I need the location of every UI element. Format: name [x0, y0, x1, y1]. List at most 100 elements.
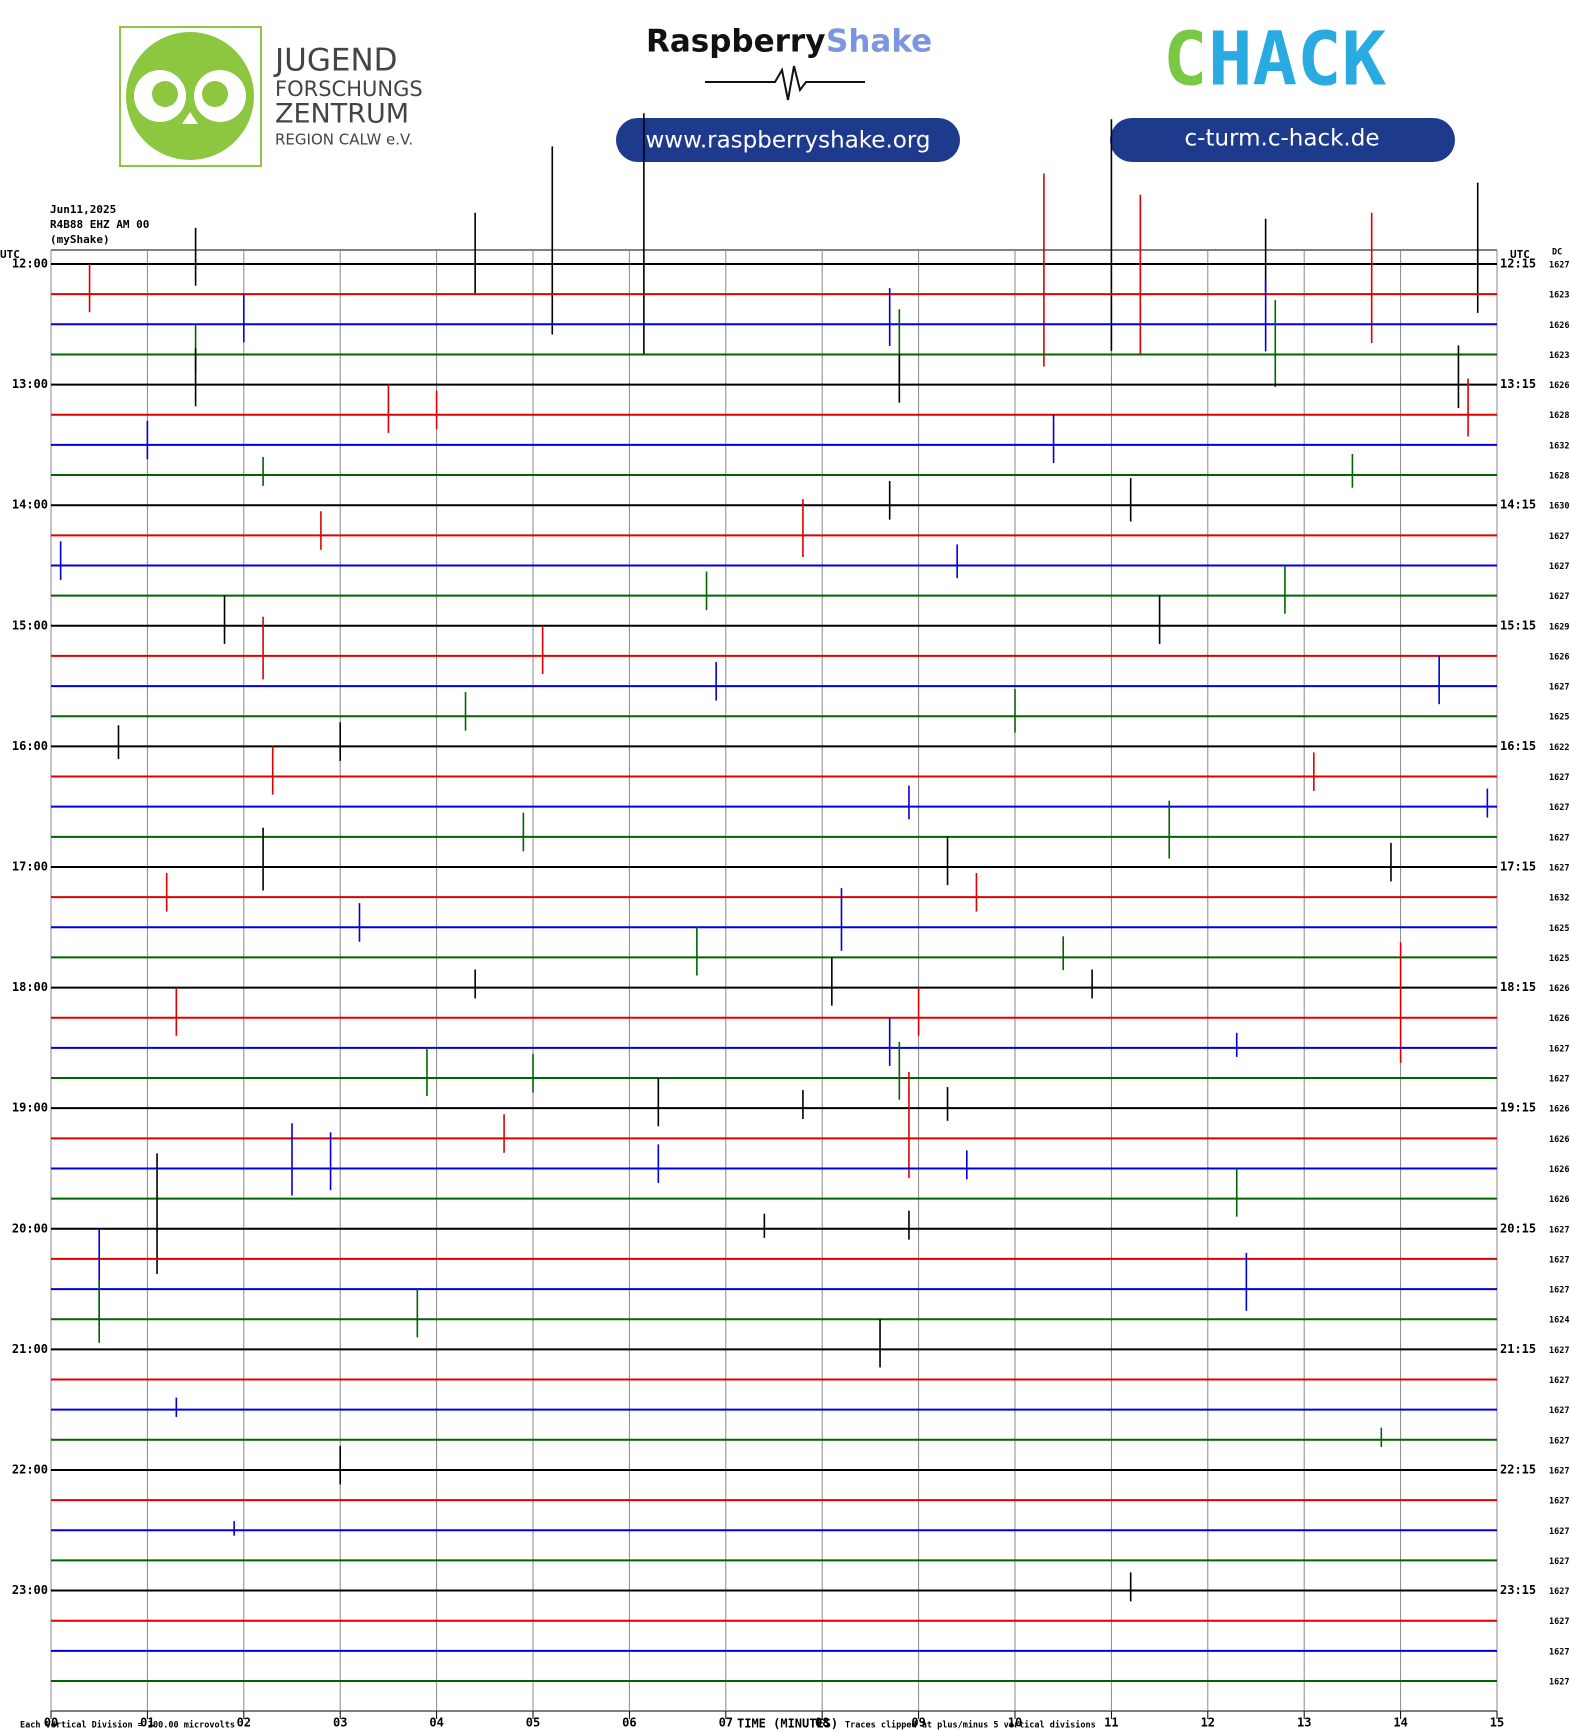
dc-title: DC [1552, 248, 1562, 258]
org-text: FORSCHUNGS [275, 77, 423, 101]
x-tick-label: 15 [1490, 1716, 1504, 1730]
dc-value: 16229 [1549, 743, 1570, 753]
dc-value: 16275 [1549, 1617, 1570, 1627]
dc-value: 16276 [1549, 1527, 1570, 1537]
time-label: 21:15 [1500, 1342, 1536, 1356]
x-tick-label: 13 [1297, 1716, 1311, 1730]
time-label: 18:00 [12, 980, 48, 994]
x-tick-label: 06 [622, 1716, 636, 1730]
owl-logo [119, 26, 262, 167]
dc-value: 16257 [1549, 924, 1570, 934]
url-text[interactable]: www.raspberryshake.org [646, 128, 931, 154]
dc-value: 16275 [1549, 532, 1570, 542]
dc-value: 16283 [1549, 411, 1570, 421]
dc-value: 16270 [1549, 1044, 1570, 1054]
x-tick-label: 10 [1008, 1716, 1022, 1730]
clip-note: Traces clipped at plus/minus 5 vertical … [845, 1720, 1096, 1731]
dc-value: 16269 [1549, 1195, 1570, 1205]
scale-note: Each Vertical Division = 200.00 microvol… [20, 1720, 235, 1731]
x-tick-label: 05 [526, 1716, 540, 1730]
chack-logo: C [1163, 17, 1208, 103]
x-tick-label: 07 [719, 1716, 733, 1730]
time-label: 14:15 [1500, 498, 1536, 512]
dc-value: 16268 [1549, 652, 1570, 662]
time-label: 19:00 [12, 1101, 48, 1115]
dc-value: 16269 [1549, 1105, 1570, 1115]
time-label: 17:00 [12, 859, 48, 873]
utc-label: UTC [1510, 248, 1530, 261]
time-label: 23:15 [1500, 1583, 1536, 1597]
dc-value: 16252 [1549, 954, 1570, 964]
dc-value: 16277 [1549, 1647, 1570, 1657]
dc-value: 16273 [1549, 833, 1570, 843]
x-tick-label: 09 [911, 1716, 925, 1730]
time-label: 22:00 [12, 1462, 48, 1476]
time-label: 20:15 [1500, 1221, 1536, 1235]
dc-value: 16276 [1549, 773, 1570, 783]
dc-value: 16274 [1549, 1497, 1570, 1507]
x-tick-label: 04 [429, 1716, 443, 1730]
dc-value: 16268 [1549, 1165, 1570, 1175]
dc-value: 16274 [1549, 1557, 1570, 1567]
time-label: 14:00 [12, 498, 48, 512]
org-text: REGION CALW e.V. [275, 131, 413, 149]
brand-text: Shake [826, 24, 932, 60]
dc-value: 16270 [1549, 1466, 1570, 1476]
x-tick-label: 02 [237, 1716, 251, 1730]
time-label: 15:15 [1500, 618, 1536, 632]
dc-value: 16260 [1549, 984, 1570, 994]
dc-value: 16300 [1549, 502, 1570, 512]
time-label: 17:15 [1500, 859, 1536, 873]
station: R4B88 EHZ AM 00 [50, 218, 149, 231]
dc-value: 16234 [1549, 351, 1570, 361]
url-text[interactable]: c-turm.c-hack.de [1185, 126, 1380, 152]
time-label: 16:15 [1500, 739, 1536, 753]
time-label: 23:00 [12, 1583, 48, 1597]
x-tick-label: 00 [44, 1716, 58, 1730]
time-label: 15:00 [12, 618, 48, 632]
dc-value: 16269 [1549, 1135, 1570, 1145]
x-tick-label: 08 [815, 1716, 829, 1730]
time-label: 20:00 [12, 1221, 48, 1235]
url-pill [616, 118, 960, 162]
x-tick-label: 03 [333, 1716, 347, 1730]
source: (myShake) [50, 233, 110, 246]
time-label: 12:15 [1500, 257, 1536, 271]
dc-value: 16273 [1549, 1436, 1570, 1446]
time-label: 19:15 [1500, 1101, 1536, 1115]
dc-value: 16267 [1549, 1014, 1570, 1024]
dc-value: 16274 [1549, 592, 1570, 602]
url-pill [1110, 118, 1455, 162]
date: Jun11,2025 [50, 203, 116, 216]
time-label: 22:15 [1500, 1462, 1536, 1476]
dc-value: 16273 [1549, 1587, 1570, 1597]
time-label: 16:00 [12, 739, 48, 753]
brand-text: Raspberry [646, 24, 825, 60]
dc-value: 16267 [1549, 321, 1570, 331]
dc-value: 16278 [1549, 683, 1570, 693]
x-tick-label: 14 [1393, 1716, 1407, 1730]
time-label: 13:00 [12, 377, 48, 391]
x-tick-label: 11 [1104, 1716, 1118, 1730]
dc-value: 16270 [1549, 1255, 1570, 1265]
x-tick-label: 12 [1201, 1716, 1215, 1730]
dc-value: 16266 [1549, 381, 1570, 391]
org-text: JUGEND [273, 43, 398, 79]
dc-value: 16276 [1549, 562, 1570, 572]
x-axis-title: TIME (MINUTES) [737, 1717, 838, 1731]
time-label: 12:00 [12, 257, 48, 271]
chack-logo: HACK [1208, 17, 1387, 103]
time-label: 21:00 [12, 1342, 48, 1356]
